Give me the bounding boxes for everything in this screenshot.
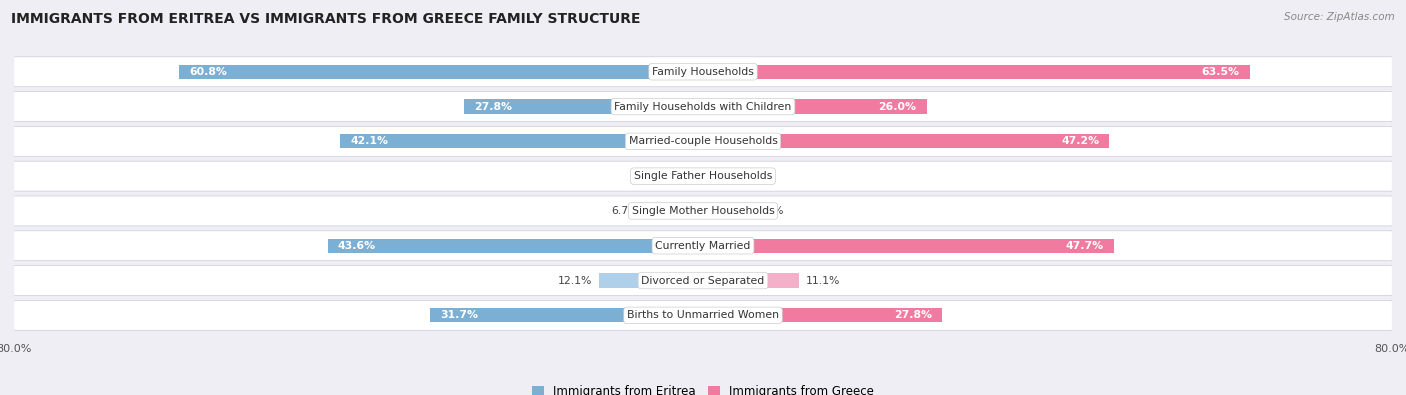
Bar (328, 239, 703, 253)
Text: Divorced or Separated: Divorced or Separated (641, 276, 765, 286)
Bar (703, 134, 1109, 149)
Text: 11.1%: 11.1% (806, 276, 839, 286)
Bar (464, 100, 703, 114)
Text: 43.6%: 43.6% (337, 241, 375, 251)
Text: Single Mother Households: Single Mother Households (631, 206, 775, 216)
FancyBboxPatch shape (14, 300, 1392, 330)
Text: 1.9%: 1.9% (727, 171, 754, 181)
Text: 2.5%: 2.5% (647, 171, 675, 181)
Bar (703, 308, 942, 322)
Text: 27.8%: 27.8% (474, 102, 512, 111)
FancyBboxPatch shape (14, 57, 1392, 87)
Bar (703, 204, 749, 218)
Text: Family Households: Family Households (652, 67, 754, 77)
Bar (180, 65, 703, 79)
Text: Single Father Households: Single Father Households (634, 171, 772, 181)
Text: 47.2%: 47.2% (1062, 136, 1099, 147)
Text: 47.7%: 47.7% (1066, 241, 1104, 251)
Bar (645, 204, 703, 218)
Bar (703, 100, 927, 114)
Text: 5.4%: 5.4% (756, 206, 785, 216)
FancyBboxPatch shape (14, 231, 1392, 261)
FancyBboxPatch shape (14, 92, 1392, 122)
FancyBboxPatch shape (14, 161, 1392, 191)
Text: 60.8%: 60.8% (190, 67, 228, 77)
Bar (430, 308, 703, 322)
Text: Married-couple Households: Married-couple Households (628, 136, 778, 147)
Bar (703, 169, 720, 183)
FancyBboxPatch shape (14, 126, 1392, 156)
Text: 12.1%: 12.1% (558, 276, 592, 286)
Text: 27.8%: 27.8% (894, 310, 932, 320)
Text: 26.0%: 26.0% (879, 102, 917, 111)
Text: 42.1%: 42.1% (350, 136, 389, 147)
Text: 6.7%: 6.7% (612, 206, 638, 216)
Legend: Immigrants from Eritrea, Immigrants from Greece: Immigrants from Eritrea, Immigrants from… (531, 385, 875, 395)
Text: Family Households with Children: Family Households with Children (614, 102, 792, 111)
FancyBboxPatch shape (14, 265, 1392, 295)
Text: 63.5%: 63.5% (1202, 67, 1240, 77)
Bar (599, 273, 703, 288)
Text: Source: ZipAtlas.com: Source: ZipAtlas.com (1284, 12, 1395, 22)
Bar (703, 273, 799, 288)
FancyBboxPatch shape (14, 196, 1392, 226)
Bar (703, 65, 1250, 79)
Text: IMMIGRANTS FROM ERITREA VS IMMIGRANTS FROM GREECE FAMILY STRUCTURE: IMMIGRANTS FROM ERITREA VS IMMIGRANTS FR… (11, 12, 641, 26)
Text: 31.7%: 31.7% (440, 310, 478, 320)
Text: Births to Unmarried Women: Births to Unmarried Women (627, 310, 779, 320)
Bar (703, 239, 1114, 253)
Bar (340, 134, 703, 149)
Bar (682, 169, 703, 183)
Text: Currently Married: Currently Married (655, 241, 751, 251)
